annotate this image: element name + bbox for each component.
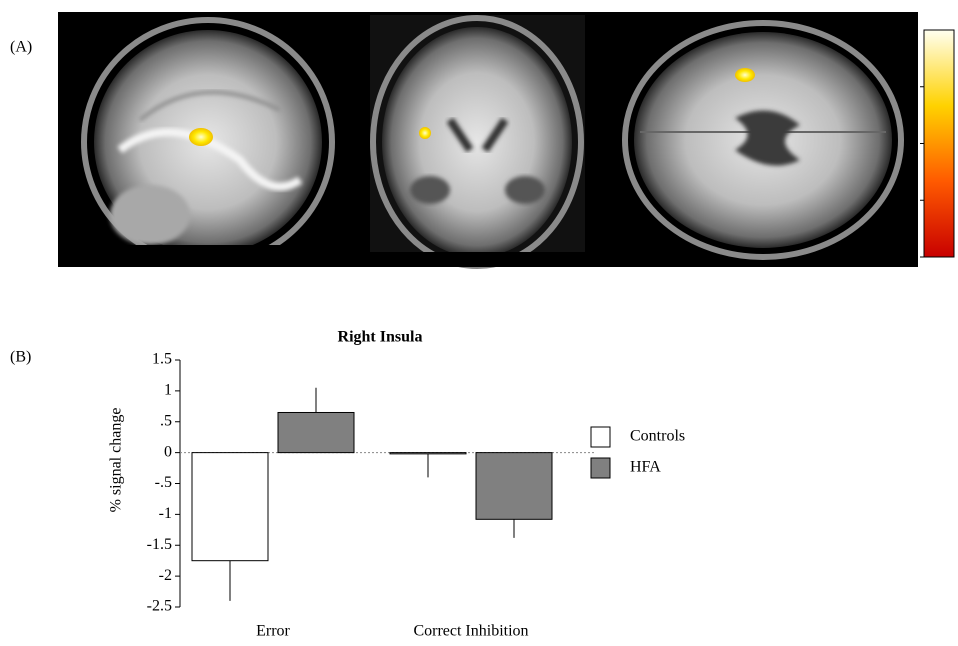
page: {"chart_data": [ {"type": "colorbar", "l… xyxy=(0,0,958,641)
y-tick-label: -1.5 xyxy=(147,536,172,553)
y-tick-label: -2 xyxy=(159,567,172,584)
panel-label: (B) xyxy=(10,349,31,366)
bar xyxy=(390,453,466,454)
chart-title: Right Insula xyxy=(338,329,423,346)
y-tick-label: -.5 xyxy=(155,474,172,491)
y-tick-label: .5 xyxy=(160,412,172,429)
bar xyxy=(278,412,354,452)
y-tick-label: 1 xyxy=(164,382,172,399)
axial-slice xyxy=(625,23,901,257)
figure: (A) (B) Right Insula % signal change 0 1 2… xyxy=(0,0,958,641)
y-tick-label: -2.5 xyxy=(147,598,172,615)
y-axis-label: % signal change xyxy=(108,408,125,513)
legend-swatch xyxy=(591,458,610,478)
colorbar-tick-label: 3 xyxy=(909,77,917,94)
y-tick-label: 1.5 xyxy=(152,351,172,368)
colorbar xyxy=(924,30,954,257)
y-tick-label: -1 xyxy=(159,505,172,522)
legend-label: HFA xyxy=(630,459,661,476)
colorbar-tick-label: 0 xyxy=(909,248,917,265)
bar xyxy=(476,453,552,520)
legend-label: Controls xyxy=(630,428,685,445)
coronal-slice xyxy=(370,15,585,267)
y-tick-label: 0 xyxy=(164,443,172,460)
panel-label: (A) xyxy=(10,39,32,56)
bar xyxy=(192,453,268,561)
sagittal-slice xyxy=(84,20,332,267)
colorbar-tick-label: 1 xyxy=(909,191,917,208)
colorbar-tick-label: 2 xyxy=(909,134,917,151)
x-tick-label: Error xyxy=(256,623,290,640)
x-tick-label: Correct Inhibition xyxy=(413,623,528,640)
legend-swatch xyxy=(591,427,610,447)
